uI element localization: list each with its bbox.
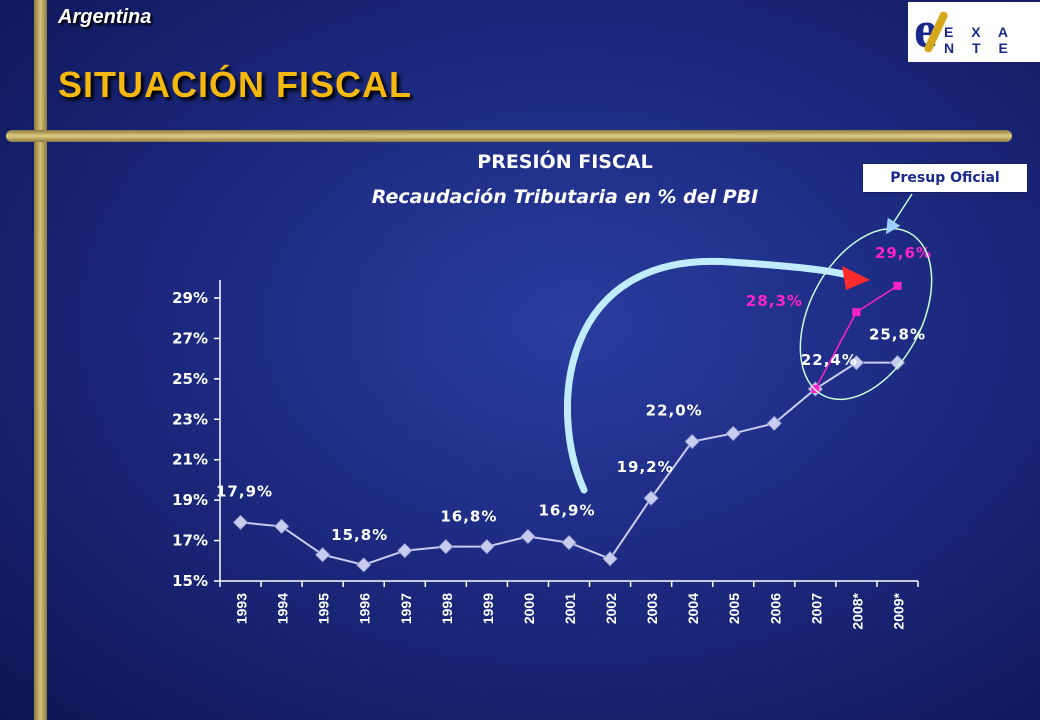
horizontal-gold-bar [6, 130, 1012, 142]
data-point-diamond [602, 551, 618, 567]
exante-logo: e E X A N T E [908, 2, 1040, 62]
data-label: 17,9% [216, 482, 273, 500]
logo-text: E X A N T E [944, 24, 1015, 56]
projection-ellipse [799, 227, 933, 401]
x-tick-label: 1999 [480, 593, 496, 624]
data-label: 22,4% [801, 351, 858, 369]
data-point-diamond [684, 433, 700, 450]
growth-arc-arrowhead [842, 266, 870, 290]
x-tick-label: 2001 [562, 593, 578, 624]
chart-subtitle: Recaudación Tributaria en % del PBI [371, 186, 759, 208]
x-tick-label: 2006 [767, 593, 783, 624]
x-tick-label: 2003 [644, 593, 660, 624]
y-tick-label: 29% [172, 289, 208, 307]
data-label: 29,6% [875, 244, 932, 262]
x-tick-label: 1996 [357, 593, 373, 624]
data-label: 15,8% [331, 526, 388, 544]
data-label: 25,8% [869, 326, 926, 344]
data-label: 16,9% [538, 502, 595, 520]
x-tick-label: 2002 [603, 593, 619, 624]
data-point-diamond [561, 534, 577, 551]
x-tick-label: 1995 [316, 593, 332, 624]
data-point-diamond [232, 514, 249, 531]
data-point-diamond [889, 355, 906, 371]
y-tick-label: 17% [172, 532, 208, 550]
y-tick-label: 27% [172, 329, 208, 347]
chart-title: PRESIÓN FISCAL [477, 151, 653, 173]
data-point-diamond [725, 425, 741, 442]
data-point-diamond [643, 490, 659, 506]
slide-title: SITUACIÓN FISCAL [58, 64, 412, 105]
presup-oficial-callout: Presup Oficial [862, 163, 1028, 193]
y-tick-label: 19% [172, 491, 208, 509]
data-point-diamond [438, 538, 454, 555]
x-tick-label: 2000 [521, 593, 537, 624]
y-tick-label: 21% [172, 451, 208, 469]
x-tick-label: 2008* [849, 592, 865, 629]
x-tick-label: 2005 [726, 593, 742, 624]
data-label: 16,8% [440, 508, 497, 526]
y-tick-label: 15% [172, 572, 208, 590]
x-tick-label: 2007 [808, 593, 824, 624]
data-label: 22,0% [646, 402, 703, 420]
data-point-diamond [273, 518, 290, 535]
data-label: 19,2% [617, 458, 674, 476]
x-tick-label: 1994 [275, 593, 291, 624]
x-tick-label: 2004 [685, 593, 701, 624]
y-tick-label: 23% [172, 410, 208, 428]
data-point-diamond [479, 538, 495, 555]
data-point-diamond [315, 547, 331, 563]
callout-connector [885, 193, 913, 235]
x-tick-label: 1993 [234, 593, 250, 624]
y-tick-label: 25% [172, 370, 208, 388]
data-point-square [893, 281, 902, 290]
region-label: Argentina [58, 6, 152, 28]
data-point-diamond [356, 557, 372, 573]
data-point-diamond [520, 528, 536, 545]
growth-arc-arrow [563, 257, 856, 494]
x-tick-label: 2009* [890, 592, 906, 629]
data-label: 28,3% [746, 292, 803, 310]
data-point-diamond [848, 355, 865, 371]
data-point-diamond [397, 543, 413, 559]
data-point-square [852, 308, 861, 317]
data-point-diamond [766, 415, 782, 431]
vertical-gold-bar [34, 0, 47, 720]
x-tick-label: 1997 [398, 593, 414, 624]
x-tick-label: 1998 [439, 593, 455, 624]
